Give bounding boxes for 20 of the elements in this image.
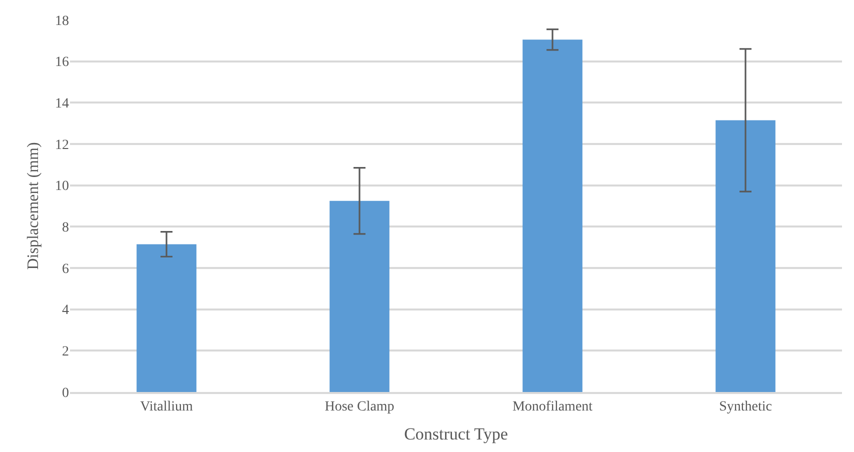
y-tick-label: 14	[55, 96, 69, 112]
y-axis-title: Displacement (mm)	[24, 142, 42, 270]
y-tick-label: 0	[62, 386, 69, 401]
y-tick-label: 8	[62, 220, 69, 236]
y-tick-label: 4	[62, 303, 69, 318]
bar	[522, 40, 582, 392]
y-tick-label: 12	[55, 138, 69, 153]
bar	[716, 120, 776, 392]
y-tick-label: 2	[62, 344, 69, 360]
bar	[330, 200, 390, 392]
x-tick-label: Hose Clamp	[324, 400, 394, 415]
y-tick-label: 6	[62, 262, 69, 277]
y-tick-label: 18	[55, 14, 69, 29]
x-tick-label: Monofilament	[512, 400, 593, 415]
x-tick-label: Synthetic	[719, 400, 772, 415]
y-tick-label: 10	[55, 179, 69, 194]
y-tick-label: 16	[55, 55, 69, 70]
x-tick-label: Vitallium	[140, 400, 194, 415]
bar	[136, 244, 196, 392]
x-axis-title: Construct Type	[404, 424, 508, 444]
